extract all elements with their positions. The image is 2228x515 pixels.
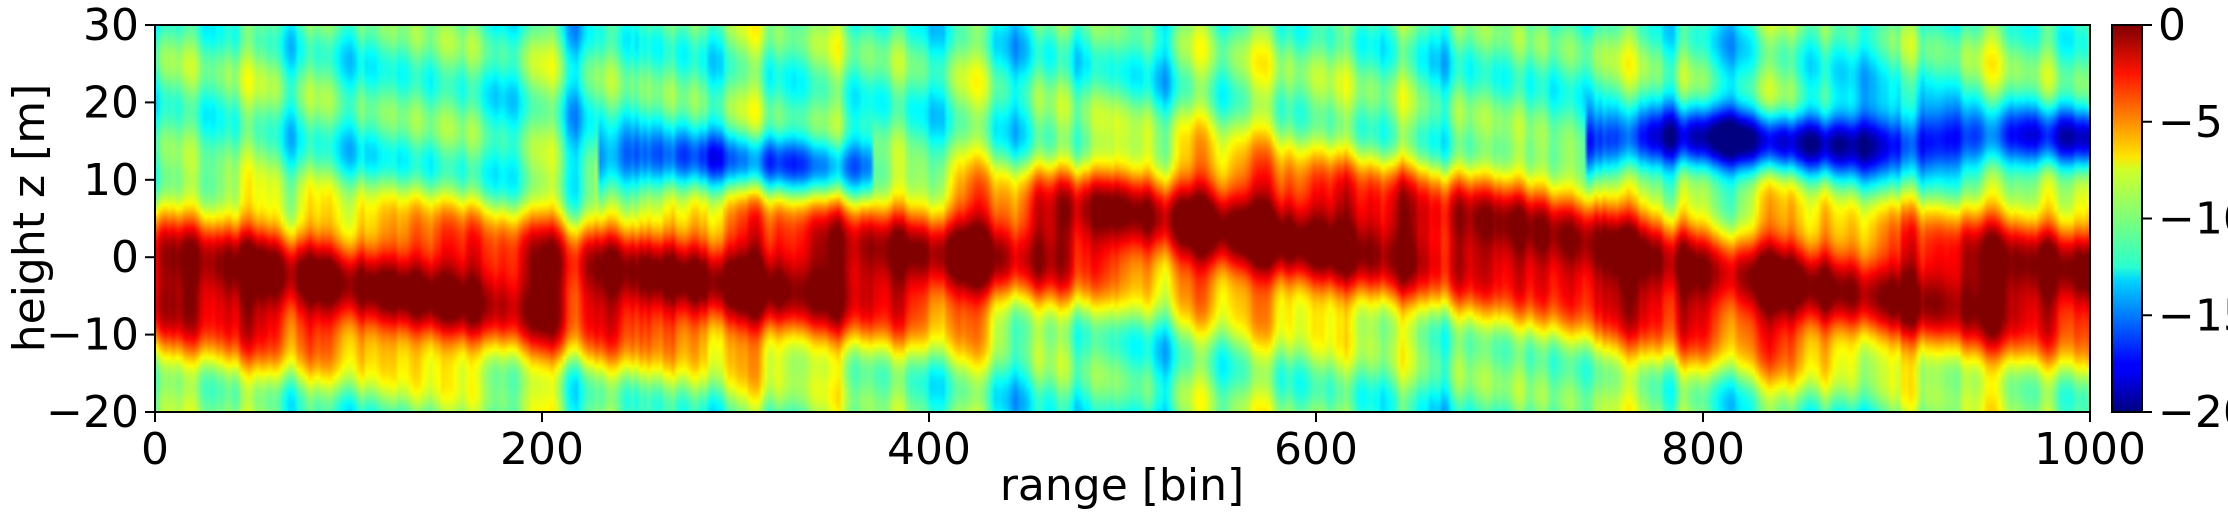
x-tick-label: 200 <box>500 424 584 475</box>
colorbar-gradient <box>2111 24 2143 413</box>
x-tick-label: 400 <box>887 424 971 475</box>
y-tick-label: −20 <box>46 387 139 438</box>
heatmap-image <box>155 25 2090 412</box>
plot-area <box>154 24 2091 413</box>
y-tick-label: 20 <box>83 77 139 128</box>
colorbar-tick-label: −10 <box>2158 194 2228 245</box>
y-tick-label: 0 <box>111 232 139 283</box>
colorbar-ticks: 0 −5 −10 −15 −20 <box>2142 0 2228 438</box>
colorbar-tick-label: −20 <box>2158 387 2228 438</box>
y-tick-label: 10 <box>83 155 139 206</box>
y-axis: −20 −10 0 10 20 30 <box>46 0 155 438</box>
colorbar-tick-label: −15 <box>2158 290 2228 341</box>
y-tick-label: 30 <box>83 0 139 51</box>
x-axis-label: range [bin] <box>1000 460 1244 511</box>
x-tick-label: 600 <box>1274 424 1358 475</box>
y-tick-label: −10 <box>46 310 139 361</box>
colorbar-tick-label: −5 <box>2158 97 2223 148</box>
x-tick-label: 1000 <box>2034 424 2146 475</box>
x-tick-label: 800 <box>1661 424 1745 475</box>
y-axis-label: height z [m] <box>4 84 55 353</box>
plot-frame <box>154 24 2091 413</box>
colorbar-tick-label: 0 <box>2158 0 2186 51</box>
x-tick-label: 0 <box>141 424 169 475</box>
x-axis: 0 200 400 600 800 1000 <box>141 412 2146 475</box>
colorbar: 0 −5 −10 −15 −20 <box>2111 0 2228 438</box>
